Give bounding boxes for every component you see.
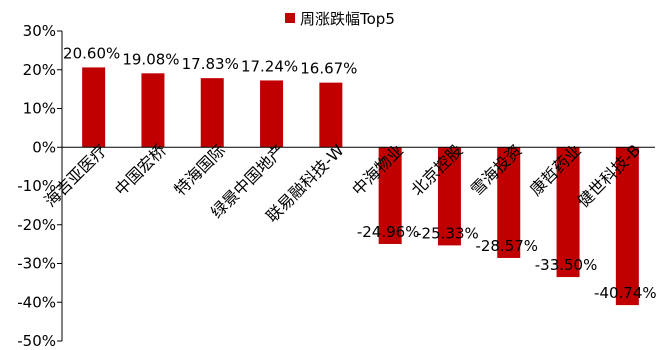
- y-tick-label: -20%: [17, 216, 56, 234]
- data-label: 17.83%: [182, 55, 239, 73]
- legend-label: 周涨跌幅Top5: [300, 10, 395, 28]
- bars-group: [82, 67, 639, 306]
- data-label: -25.33%: [416, 224, 479, 242]
- data-label: 19.08%: [122, 50, 179, 68]
- bar: [260, 80, 284, 148]
- bar: [141, 73, 165, 148]
- bar: [437, 147, 461, 246]
- data-label: 17.24%: [241, 57, 298, 75]
- category-label: 特海国际: [170, 141, 229, 200]
- bar: [200, 78, 224, 148]
- data-label: -33.50%: [535, 256, 598, 274]
- y-tick-label: 30%: [23, 22, 56, 40]
- bar: [556, 147, 580, 278]
- bar: [82, 67, 106, 148]
- data-labels: 20.60% 19.08% 17.83% 17.24% 16.67% -24.96%-25…: [63, 44, 657, 302]
- bar: [378, 147, 402, 244]
- y-tick-label: 0%: [32, 138, 56, 156]
- legend: 周涨跌幅Top5: [285, 10, 395, 28]
- bar: [319, 82, 343, 148]
- data-label: -24.96%: [357, 223, 420, 241]
- y-axis: 30% 20% 10% 0% -10% -20% -30% -40% -50%: [17, 22, 63, 350]
- data-label: -28.57%: [475, 237, 538, 255]
- data-label: 20.60%: [63, 44, 120, 62]
- legend-swatch: [285, 13, 295, 23]
- data-label: -40.74%: [594, 284, 657, 302]
- data-label: 16.67%: [300, 60, 357, 78]
- bar: [615, 147, 639, 306]
- y-tick-label: -10%: [17, 177, 56, 195]
- y-tick-label: -30%: [17, 255, 56, 273]
- bar: [497, 147, 521, 258]
- y-tick-label: 10%: [23, 100, 56, 118]
- category-label: 中国宏桥: [111, 141, 170, 200]
- y-tick-label: -50%: [17, 332, 56, 350]
- y-tick-label: -40%: [17, 293, 56, 311]
- y-tick-label: 20%: [23, 61, 56, 79]
